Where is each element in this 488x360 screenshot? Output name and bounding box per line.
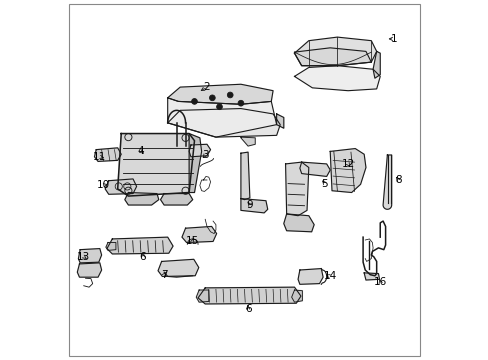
Polygon shape	[158, 259, 198, 276]
Polygon shape	[118, 134, 194, 196]
Polygon shape	[329, 149, 365, 193]
Polygon shape	[124, 193, 159, 205]
Polygon shape	[198, 287, 300, 304]
Polygon shape	[77, 263, 102, 277]
Polygon shape	[364, 273, 379, 280]
Polygon shape	[167, 98, 276, 137]
Text: 7: 7	[161, 270, 167, 280]
Text: 8: 8	[394, 175, 401, 185]
Polygon shape	[196, 290, 208, 302]
Polygon shape	[94, 148, 121, 161]
Polygon shape	[167, 109, 280, 137]
Text: 16: 16	[373, 277, 386, 287]
Polygon shape	[294, 66, 380, 91]
Polygon shape	[189, 144, 210, 157]
Polygon shape	[382, 155, 391, 209]
Circle shape	[216, 104, 222, 110]
Text: 1: 1	[390, 34, 397, 44]
Polygon shape	[160, 194, 192, 205]
Text: 14: 14	[323, 271, 336, 282]
Circle shape	[227, 92, 233, 98]
Text: 4: 4	[137, 147, 144, 157]
Polygon shape	[241, 152, 249, 200]
Text: 9: 9	[246, 200, 253, 210]
Text: 2: 2	[203, 82, 210, 92]
Text: 6: 6	[139, 252, 146, 262]
Text: 15: 15	[186, 236, 199, 246]
Polygon shape	[189, 134, 201, 193]
Polygon shape	[299, 162, 329, 176]
Polygon shape	[167, 84, 272, 104]
Polygon shape	[298, 269, 323, 284]
Polygon shape	[78, 249, 102, 263]
Polygon shape	[106, 243, 116, 250]
Circle shape	[191, 99, 197, 104]
Polygon shape	[291, 290, 302, 302]
Text: 13: 13	[77, 252, 90, 262]
Text: 5: 5	[321, 179, 327, 189]
Text: 11: 11	[93, 152, 106, 162]
Polygon shape	[276, 114, 283, 128]
Text: 10: 10	[97, 180, 110, 190]
Polygon shape	[294, 37, 376, 66]
Polygon shape	[294, 48, 370, 66]
Text: 12: 12	[341, 159, 354, 169]
Circle shape	[238, 100, 244, 106]
Circle shape	[209, 95, 215, 101]
Polygon shape	[283, 214, 313, 232]
Text: 6: 6	[244, 303, 251, 314]
Polygon shape	[105, 179, 136, 194]
Polygon shape	[182, 226, 216, 243]
Polygon shape	[372, 51, 380, 78]
Polygon shape	[285, 162, 308, 216]
Polygon shape	[107, 237, 173, 254]
Text: 3: 3	[202, 150, 208, 160]
Polygon shape	[241, 137, 255, 146]
Polygon shape	[241, 199, 267, 213]
